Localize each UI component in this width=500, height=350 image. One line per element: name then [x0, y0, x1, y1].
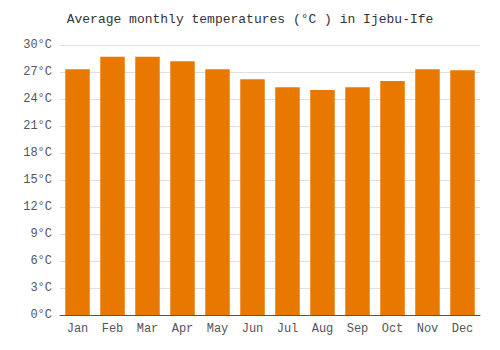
svg-text:9°C: 9°C — [30, 227, 52, 241]
svg-text:0°C: 0°C — [30, 308, 52, 322]
svg-text:3°C: 3°C — [30, 281, 52, 295]
svg-text:Oct: Oct — [382, 322, 404, 336]
svg-text:15°C: 15°C — [23, 173, 52, 187]
svg-text:Nov: Nov — [417, 322, 439, 336]
svg-text:27°C: 27°C — [23, 65, 52, 79]
svg-text:Average monthly temperatures (: Average monthly temperatures (°C ) in Ij… — [67, 12, 434, 27]
svg-text:Sep: Sep — [347, 322, 369, 336]
svg-text:Aug: Aug — [312, 322, 334, 336]
svg-text:Feb: Feb — [102, 322, 124, 336]
svg-text:Mar: Mar — [137, 322, 159, 336]
svg-text:Jun: Jun — [242, 322, 264, 336]
svg-text:May: May — [207, 322, 229, 336]
svg-text:Dec: Dec — [452, 322, 474, 336]
svg-text:Apr: Apr — [172, 322, 194, 336]
svg-text:12°C: 12°C — [23, 200, 52, 214]
svg-text:Jul: Jul — [277, 322, 299, 336]
svg-text:6°C: 6°C — [30, 254, 52, 268]
svg-text:30°C: 30°C — [23, 38, 52, 52]
svg-text:24°C: 24°C — [23, 92, 52, 106]
svg-text:18°C: 18°C — [23, 146, 52, 160]
svg-text:Jan: Jan — [67, 322, 89, 336]
svg-text:21°C: 21°C — [23, 119, 52, 133]
